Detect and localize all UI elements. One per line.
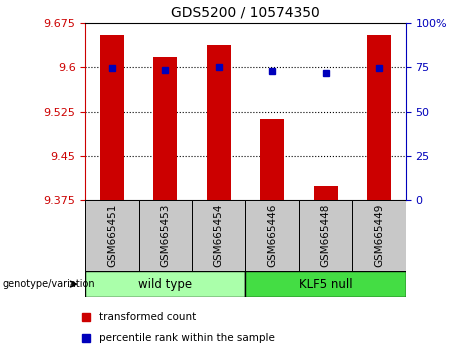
Bar [207, 45, 231, 200]
Bar [245, 200, 299, 271]
Bar [352, 200, 406, 271]
Text: GSM665453: GSM665453 [160, 204, 171, 267]
Bar [85, 200, 139, 271]
Text: percentile rank within the sample: percentile rank within the sample [99, 332, 275, 343]
Bar [299, 200, 352, 271]
Text: wild type: wild type [138, 278, 192, 291]
Text: GSM665449: GSM665449 [374, 204, 384, 267]
Bar [139, 200, 192, 271]
Bar [192, 200, 245, 271]
Bar [367, 35, 391, 200]
Text: genotype/variation: genotype/variation [2, 279, 95, 289]
Text: transformed count: transformed count [99, 312, 196, 322]
Title: GDS5200 / 10574350: GDS5200 / 10574350 [171, 5, 320, 19]
Bar [85, 271, 246, 297]
Bar [260, 119, 284, 200]
Text: GSM665448: GSM665448 [320, 204, 331, 267]
Text: GSM665451: GSM665451 [107, 204, 117, 267]
Bar [154, 57, 177, 200]
Bar [100, 35, 124, 200]
Text: GSM665454: GSM665454 [214, 204, 224, 267]
Bar [313, 187, 337, 200]
Text: KLF5 null: KLF5 null [299, 278, 352, 291]
Bar [245, 271, 406, 297]
Text: GSM665446: GSM665446 [267, 204, 277, 267]
